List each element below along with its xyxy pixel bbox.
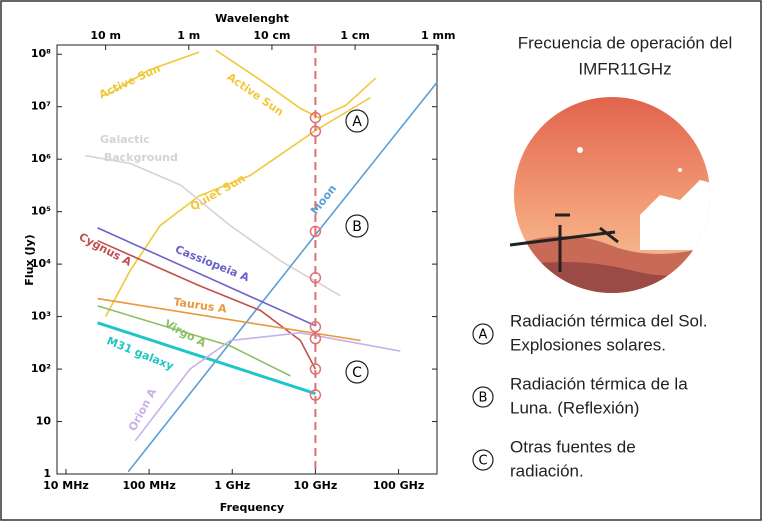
series-label-line: Galactic [100,133,150,146]
y-tick-label: 10 [36,415,52,428]
y-tick-label: 10⁵ [31,205,51,218]
panel-letter: C [478,454,487,469]
panel-item-text: Explosiones solares. [510,335,666,354]
panel-letter: A [479,328,488,343]
series-label: Galactic Background [100,133,178,164]
x2-tick-label: 1 cm [340,29,369,42]
series-line [106,98,371,317]
panel-item-text: Radiación térmica del Sol. [510,311,707,330]
series-label: Orion A [126,386,159,433]
x-tick-label: 100 MHz [122,479,175,492]
panel-item-text: radiación. [510,461,584,480]
callout-letter: C [352,365,362,381]
series-line [128,82,437,471]
x-axis-title: Frequency [220,501,284,514]
series-label: Quiet Sun [188,172,247,214]
series-label: Active Sun [97,62,162,102]
panel-title: Frecuencia de operación del [518,33,733,52]
x2-axis-title: Wavelenght [215,12,289,25]
panel-item-text: Radiación térmica de la [510,374,688,393]
series-label: Cygnus A [77,230,134,269]
series-label: Active Sun [224,70,286,119]
y-tick-label: 10⁶ [31,152,51,165]
x-tick-label: 10 GHz [294,479,338,492]
y-tick-label: 10³ [31,310,51,323]
y-tick-label: 10² [31,362,51,375]
callout-letter: B [352,219,362,235]
y-tick-label: 10⁷ [31,100,51,113]
panel-title: IMFR11GHz [578,59,671,78]
page: Frecuencia de operación del IMFR11GHz A Rad… [0,0,762,521]
series-label: M31 galaxy [105,334,176,373]
panel-item-text: Luna. (Reflexión) [510,398,639,417]
x-tick-label: 100 GHz [373,479,424,492]
callout-letter: A [352,114,362,130]
series-label: Cassiopeia A [173,243,251,285]
x-tick-label: 10 MHz [43,479,89,492]
x2-tick-label: 1 m [177,29,200,42]
y-axis-title: Flux (Jy) [23,234,36,285]
x2-tick-label: 10 m [90,29,121,42]
series-line [85,156,340,296]
x2-tick-label: 1 mm [421,29,455,42]
x-tick-label: 1 GHz [214,479,250,492]
y-tick-label: 10⁸ [31,47,51,60]
series-label-line: Background [100,151,178,164]
x2-tick-label: 10 cm [253,29,290,42]
panel-item-text: Otras fuentes de [510,437,636,456]
panel-letter: B [479,391,488,406]
illustration [500,90,730,300]
